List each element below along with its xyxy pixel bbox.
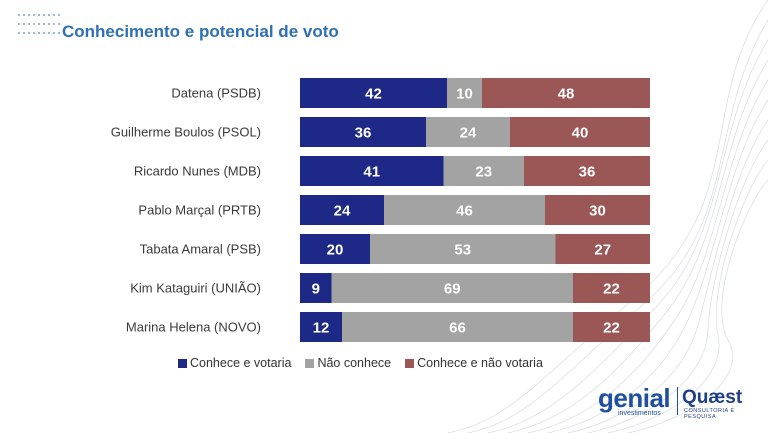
legend-item-conhece-votaria: Conhece e votaria	[178, 356, 291, 370]
data-label: 48	[558, 86, 575, 103]
legend-item-nao-conhece: Não conhece	[305, 356, 391, 370]
data-label: 9	[312, 281, 320, 298]
bar-segment	[300, 117, 426, 147]
bar-segment	[300, 195, 384, 225]
data-label: 30	[589, 203, 606, 220]
bar-segment	[524, 156, 650, 186]
category-label: Guilherme Boulos (PSOL)	[111, 125, 261, 140]
decorative-waves	[447, 0, 768, 433]
data-label: 41	[363, 164, 380, 181]
bar-segment	[555, 234, 650, 264]
bar-segment	[573, 312, 650, 342]
bar-segment	[300, 156, 444, 186]
decorative-dots	[18, 14, 60, 34]
bar-segment	[370, 234, 556, 264]
bar-segment	[300, 78, 447, 108]
bar-segment	[510, 117, 650, 147]
data-label: 22	[603, 320, 620, 337]
bar-segment	[384, 195, 545, 225]
bar-segment	[545, 195, 650, 225]
category-label: Pablo Marçal (PRTB)	[138, 203, 261, 218]
bar-segment	[331, 273, 573, 303]
bar-segment	[300, 273, 332, 303]
data-label: 53	[454, 242, 471, 259]
data-label: 42	[365, 86, 382, 103]
data-label: 36	[355, 125, 372, 142]
data-label: 23	[475, 164, 492, 181]
legend-label: Conhece e votaria	[190, 356, 292, 370]
logo-divider	[677, 387, 678, 415]
quaest-logo: Quæst	[682, 387, 743, 408]
bar-segment	[447, 78, 482, 108]
legend-swatch	[405, 358, 415, 368]
category-label: Marina Helena (NOVO)	[126, 320, 261, 335]
data-label: 36	[579, 164, 596, 181]
bar-segment	[426, 117, 510, 147]
data-label: 24	[460, 125, 477, 142]
data-label: 24	[334, 203, 351, 220]
legend-swatch	[305, 358, 315, 368]
bar-segment	[482, 78, 650, 108]
genial-logo: genial	[598, 383, 671, 413]
data-label: 66	[449, 320, 466, 337]
data-label: 10	[456, 86, 473, 103]
data-label: 20	[327, 242, 344, 259]
data-label: 40	[572, 125, 589, 142]
category-label: Ricardo Nunes (MDB)	[134, 164, 261, 179]
bar-segment	[300, 234, 370, 264]
data-label: 12	[313, 320, 330, 337]
data-label: 22	[603, 281, 620, 298]
category-label: Tabata Amaral (PSB)	[140, 242, 261, 257]
bar-segment	[573, 273, 650, 303]
chart-title: Conhecimento e potencial de voto	[62, 22, 339, 41]
data-label: 69	[444, 281, 461, 298]
quaest-logo-subtitle: CONSULTORIA E PESQUISA	[684, 408, 735, 420]
bar-segment	[443, 156, 524, 186]
legend-item-conhece-nao-votaria: Conhece e não votaria	[405, 356, 543, 370]
data-label: 27	[594, 242, 611, 259]
bar-segment	[300, 312, 342, 342]
legend-swatch	[178, 358, 187, 368]
legend: Conhece e votaria Não conhece Conhece e …	[178, 355, 543, 371]
legend-label: Não conhece	[317, 356, 392, 370]
bar-segment	[342, 312, 573, 342]
category-label: Datena (PSDB)	[171, 86, 261, 101]
genial-logo-subtitle: investimentos	[618, 410, 661, 417]
legend-label: Conhece e não votaria	[417, 356, 543, 370]
category-label: Kim Kataguiri (UNIÃO)	[130, 281, 261, 296]
data-label: 46	[456, 203, 473, 220]
